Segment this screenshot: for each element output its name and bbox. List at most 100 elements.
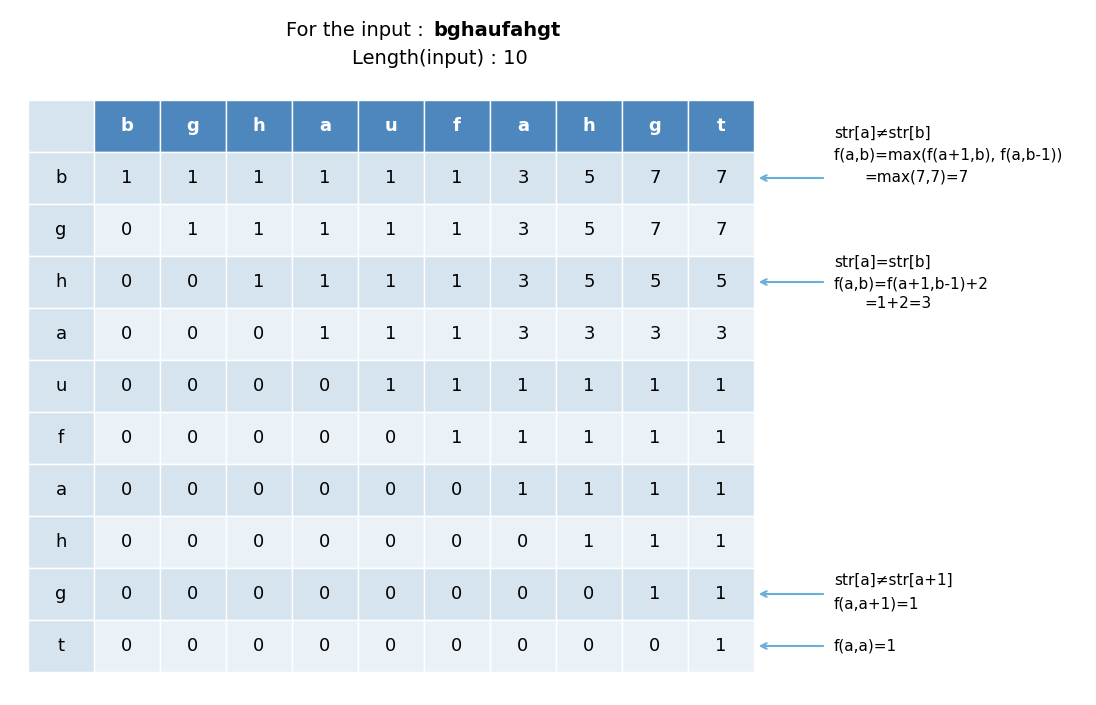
- Bar: [292, 204, 358, 256]
- Bar: [688, 308, 754, 360]
- Text: str[a]=str[b]: str[a]=str[b]: [834, 255, 931, 269]
- Text: 0: 0: [253, 377, 264, 395]
- Text: 1: 1: [716, 637, 727, 655]
- Text: b: b: [55, 169, 67, 187]
- Text: 0: 0: [319, 533, 331, 551]
- Text: f(a,b)=max(f(a+1,b), f(a,b-1)): f(a,b)=max(f(a+1,b), f(a,b-1)): [834, 147, 1062, 162]
- Text: t: t: [57, 637, 65, 655]
- Bar: [490, 464, 556, 516]
- Text: 0: 0: [452, 481, 463, 499]
- Bar: [688, 100, 754, 152]
- Text: 0: 0: [122, 481, 133, 499]
- Text: 0: 0: [583, 637, 595, 655]
- Bar: [94, 516, 160, 568]
- Text: 1: 1: [517, 481, 528, 499]
- Bar: [160, 516, 226, 568]
- Text: h: h: [55, 533, 67, 551]
- Text: 0: 0: [187, 481, 198, 499]
- Bar: [94, 568, 160, 620]
- Bar: [358, 204, 424, 256]
- Text: 0: 0: [187, 637, 198, 655]
- Text: 5: 5: [583, 221, 595, 239]
- Bar: [424, 412, 490, 464]
- Text: 0: 0: [386, 481, 397, 499]
- Bar: [623, 568, 688, 620]
- Bar: [556, 464, 623, 516]
- Text: 0: 0: [253, 533, 264, 551]
- Bar: [160, 204, 226, 256]
- Bar: [490, 516, 556, 568]
- Text: 3: 3: [517, 273, 528, 291]
- Text: 1: 1: [253, 169, 265, 187]
- Text: 0: 0: [122, 533, 133, 551]
- Bar: [226, 204, 292, 256]
- Bar: [94, 204, 160, 256]
- Text: 0: 0: [452, 533, 463, 551]
- Text: g: g: [649, 117, 661, 135]
- Bar: [424, 256, 490, 308]
- Text: 1: 1: [583, 481, 595, 499]
- Bar: [358, 152, 424, 204]
- Bar: [424, 204, 490, 256]
- Bar: [358, 568, 424, 620]
- Text: g: g: [55, 585, 67, 603]
- Bar: [292, 516, 358, 568]
- Bar: [424, 152, 490, 204]
- Text: 0: 0: [386, 533, 397, 551]
- Text: 5: 5: [649, 273, 661, 291]
- Text: 1: 1: [452, 325, 463, 343]
- Bar: [556, 516, 623, 568]
- Text: 1: 1: [386, 325, 397, 343]
- Bar: [424, 568, 490, 620]
- Bar: [556, 256, 623, 308]
- Bar: [94, 360, 160, 412]
- Text: 0: 0: [122, 325, 133, 343]
- Bar: [358, 516, 424, 568]
- Text: 1: 1: [452, 273, 463, 291]
- Bar: [688, 568, 754, 620]
- Text: 1: 1: [187, 169, 198, 187]
- Text: 3: 3: [583, 325, 595, 343]
- Text: 0: 0: [253, 429, 264, 447]
- Text: 3: 3: [716, 325, 727, 343]
- Text: Length(input) : 10: Length(input) : 10: [352, 49, 528, 68]
- Text: 1: 1: [583, 533, 595, 551]
- Text: str[a]≠str[b]: str[a]≠str[b]: [834, 125, 931, 140]
- Bar: [292, 100, 358, 152]
- Bar: [28, 100, 94, 152]
- Bar: [160, 308, 226, 360]
- Bar: [424, 464, 490, 516]
- Bar: [28, 360, 94, 412]
- Text: a: a: [319, 117, 331, 135]
- Bar: [28, 256, 94, 308]
- Text: 0: 0: [122, 273, 133, 291]
- Bar: [623, 152, 688, 204]
- Text: 1: 1: [386, 377, 397, 395]
- Text: 1: 1: [386, 273, 397, 291]
- Text: 1: 1: [716, 533, 727, 551]
- Bar: [490, 152, 556, 204]
- Text: 1: 1: [319, 221, 331, 239]
- Bar: [424, 308, 490, 360]
- Text: 0: 0: [452, 585, 463, 603]
- Text: g: g: [186, 117, 199, 135]
- Text: 7: 7: [716, 221, 727, 239]
- Bar: [556, 568, 623, 620]
- Bar: [490, 412, 556, 464]
- Text: 5: 5: [716, 273, 727, 291]
- Text: 0: 0: [187, 273, 198, 291]
- Text: =1+2=3: =1+2=3: [864, 297, 932, 312]
- Bar: [490, 100, 556, 152]
- Bar: [623, 256, 688, 308]
- Bar: [226, 568, 292, 620]
- Text: 0: 0: [122, 585, 133, 603]
- Bar: [556, 204, 623, 256]
- Bar: [160, 100, 226, 152]
- Bar: [556, 412, 623, 464]
- Bar: [226, 152, 292, 204]
- Bar: [358, 620, 424, 672]
- Text: 7: 7: [716, 169, 727, 187]
- Bar: [424, 620, 490, 672]
- Bar: [226, 412, 292, 464]
- Bar: [226, 360, 292, 412]
